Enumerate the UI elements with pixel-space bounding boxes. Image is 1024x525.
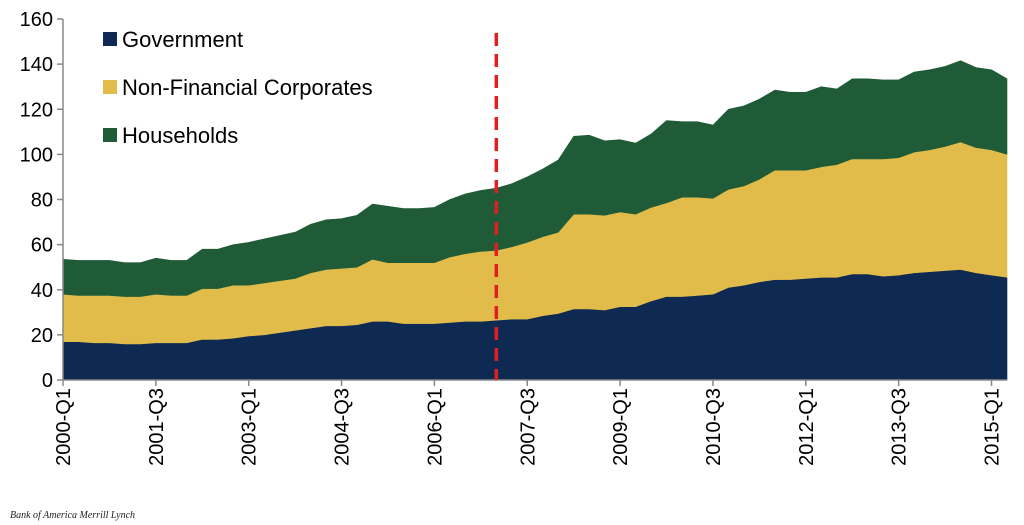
x-tick-label: 2000-Q1 xyxy=(53,388,75,466)
legend-label: Households xyxy=(122,123,238,148)
legend-swatch xyxy=(103,32,117,46)
y-tick-label: 80 xyxy=(31,190,53,212)
legend: Government Non-Financial Corporates Househ… xyxy=(103,27,373,148)
x-axis: 2000-Q1 2001-Q3 2003-Q1 2004-Q3 2006-Q1 2007-… xyxy=(53,380,1004,466)
x-tick-label: 2015-Q1 xyxy=(982,388,1004,466)
y-tick-label: 100 xyxy=(20,144,53,166)
y-tick-label: 0 xyxy=(42,370,53,392)
area-series-group xyxy=(62,60,1008,381)
x-tick-label: 2013-Q3 xyxy=(889,388,911,466)
y-tick-label: 120 xyxy=(20,99,53,121)
y-tick-label: 160 xyxy=(20,9,53,31)
area-households xyxy=(62,60,1008,297)
x-tick-label: 2012-Q1 xyxy=(796,388,818,466)
x-tick-label: 2009-Q1 xyxy=(610,388,632,466)
x-tick-label: 2007-Q3 xyxy=(517,388,539,466)
x-tick-label: 2006-Q1 xyxy=(424,388,446,466)
legend-swatch xyxy=(103,80,117,94)
y-axis: 0 20 40 60 80 100 120 140 160 xyxy=(20,9,63,392)
y-tick-label: 60 xyxy=(31,235,53,257)
x-tick-label: 2001-Q3 xyxy=(146,388,168,466)
x-tick-label: 2003-Q1 xyxy=(239,388,261,466)
x-tick-label: 2004-Q3 xyxy=(332,388,354,466)
y-tick-label: 140 xyxy=(20,54,53,76)
y-tick-label: 20 xyxy=(31,325,53,347)
legend-swatch xyxy=(103,128,117,142)
source-note: Bank of America Merrill Lynch xyxy=(10,510,136,521)
legend-label: Government xyxy=(122,27,243,52)
x-tick-label: 2010-Q3 xyxy=(703,388,725,466)
y-tick-label: 40 xyxy=(31,280,53,302)
legend-label: Non-Financial Corporates xyxy=(122,75,373,100)
